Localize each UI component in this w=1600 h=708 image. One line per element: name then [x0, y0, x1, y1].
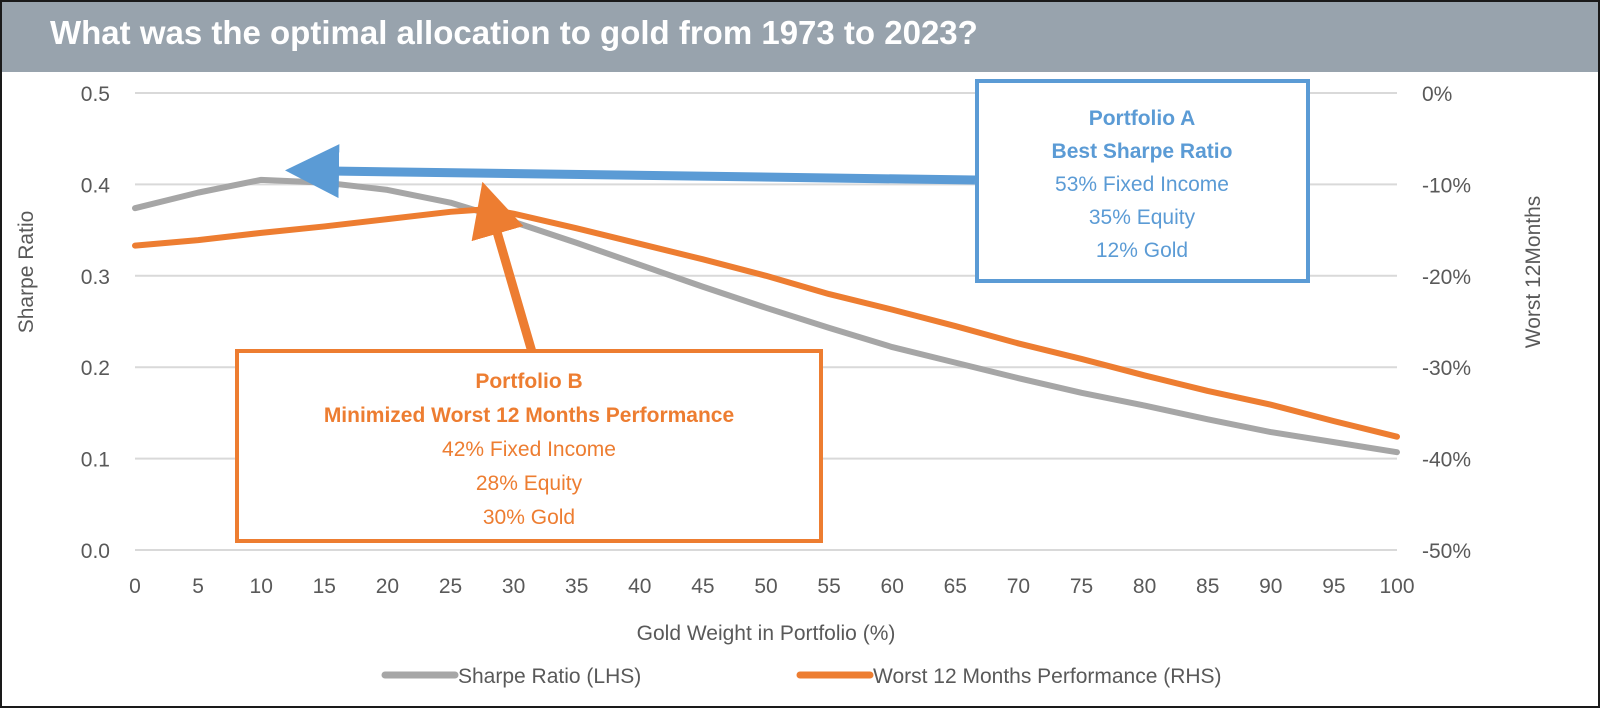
x-tick-label: 65 — [944, 575, 967, 598]
legend-label-worst: Worst 12 Months Performance (RHS) — [873, 665, 1222, 688]
y-tick-label: 0.4 — [81, 174, 111, 197]
x-tick-label: 5 — [192, 575, 204, 598]
portfolio-a-line: 12% Gold — [1096, 239, 1188, 262]
chart-title: What was the optimal allocation to gold … — [50, 14, 978, 51]
portfolio-a-line: Best Sharpe Ratio — [1052, 140, 1233, 163]
x-tick-label: 85 — [1196, 575, 1219, 598]
portfolio-a-line: 35% Equity — [1089, 206, 1196, 229]
y2-tick-label: -20% — [1422, 266, 1471, 289]
x-tick-label: 55 — [817, 575, 840, 598]
portfolio-a-box — [975, 79, 1310, 283]
x-tick-label: 0 — [129, 575, 141, 598]
x-tick-label: 100 — [1379, 575, 1414, 598]
y-tick-label: 0.3 — [81, 266, 110, 289]
y2-tick-label: -10% — [1422, 174, 1471, 197]
x-tick-label: 20 — [376, 575, 399, 598]
x-tick-label: 70 — [1007, 575, 1030, 598]
y-tick-label: 0.1 — [81, 449, 110, 472]
x-tick-label: 45 — [691, 575, 714, 598]
portfolio-b-line: 30% Gold — [483, 506, 575, 529]
y2-axis-label: Worst 12Months — [1522, 196, 1545, 349]
y2-tick-label: 0% — [1422, 83, 1452, 106]
y2-tick-label: -40% — [1422, 449, 1471, 472]
x-tick-label: 90 — [1259, 575, 1282, 598]
x-tick-label: 50 — [754, 575, 777, 598]
series-line-1 — [132, 206, 1400, 440]
x-tick-label: 35 — [565, 575, 588, 598]
x-tick-label: 10 — [250, 575, 273, 598]
y-tick-label: 0.5 — [81, 83, 110, 106]
x-tick-label: 75 — [1070, 575, 1093, 598]
portfolio-b-arrow — [471, 181, 537, 354]
portfolio-a-arrow — [285, 144, 976, 199]
x-axis-label: Gold Weight in Portfolio (%) — [637, 622, 896, 645]
x-tick-label: 30 — [502, 575, 525, 598]
y-axis-label: Sharpe Ratio — [15, 211, 38, 334]
portfolio-b-line: Portfolio B — [475, 370, 582, 393]
portfolio-b-line: 28% Equity — [476, 472, 583, 495]
y2-tick-label: -50% — [1422, 540, 1471, 563]
x-tick-label: 95 — [1322, 575, 1345, 598]
portfolio-b-box — [235, 349, 823, 543]
legend-label-sharpe: Sharpe Ratio (LHS) — [458, 665, 641, 688]
portfolio-a-line: Portfolio A — [1089, 107, 1196, 130]
y-tick-label: 0.0 — [81, 540, 110, 563]
portfolio-a-line: 53% Fixed Income — [1055, 173, 1229, 196]
x-tick-label: 15 — [313, 575, 336, 598]
x-tick-label: 25 — [439, 575, 462, 598]
y2-tick-label: -30% — [1422, 357, 1471, 380]
x-tick-label: 40 — [628, 575, 651, 598]
portfolio-b-line: Minimized Worst 12 Months Performance — [324, 404, 734, 427]
x-tick-label: 80 — [1133, 575, 1156, 598]
y-tick-label: 0.2 — [81, 357, 110, 380]
series-line-0 — [132, 176, 1400, 456]
portfolio-b-line: 42% Fixed Income — [442, 438, 616, 461]
title-bar: What was the optimal allocation to gold … — [2, 2, 1598, 72]
x-tick-label: 60 — [881, 575, 904, 598]
